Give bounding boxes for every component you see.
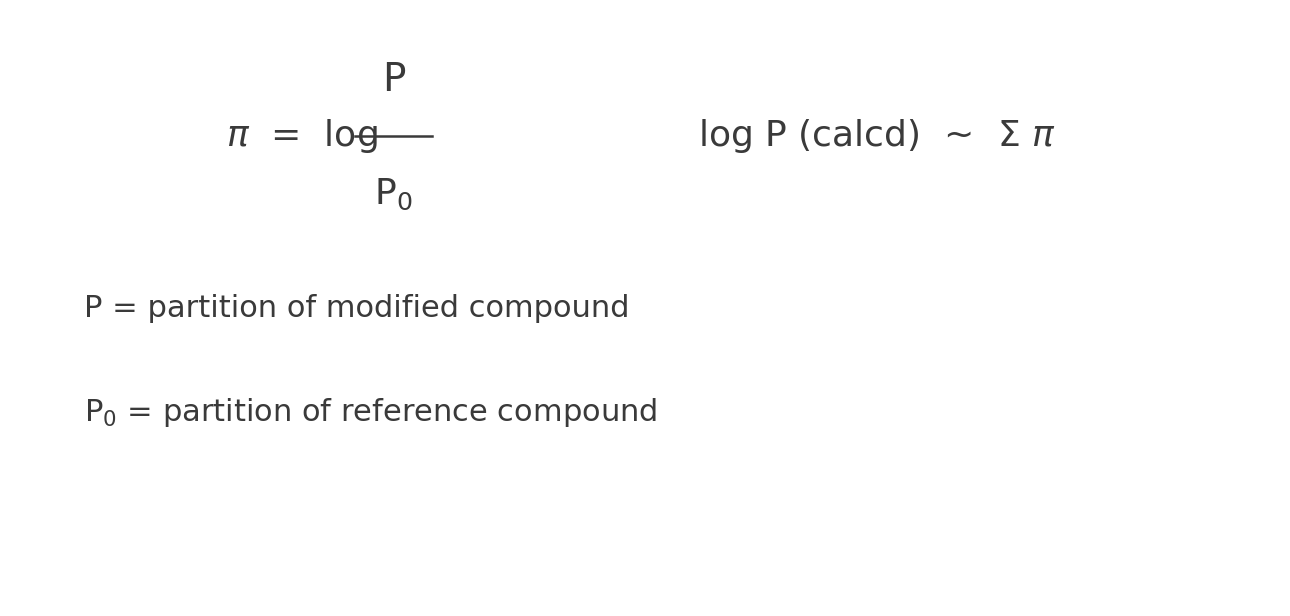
Text: P$_0$: P$_0$ [374,176,413,212]
Text: P = partition of modified compound: P = partition of modified compound [84,293,630,323]
Text: $\pi$  =  log: $\pi$ = log [226,116,378,155]
Text: log P (calcd)  ~  $\Sigma$ $\pi$: log P (calcd) ~ $\Sigma$ $\pi$ [698,116,1057,155]
Text: P: P [382,61,405,99]
Text: P$_0$ = partition of reference compound: P$_0$ = partition of reference compound [84,396,657,429]
